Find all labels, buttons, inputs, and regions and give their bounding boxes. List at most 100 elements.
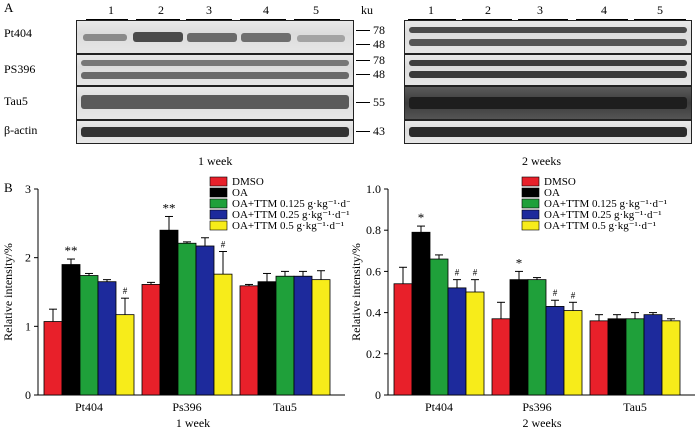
panel-b-letter: B: [4, 180, 13, 195]
bar: [661, 320, 681, 396]
bar: [311, 279, 331, 396]
x-tick-label: Pt404: [425, 400, 453, 414]
ku-label: ku: [361, 3, 373, 17]
legend-swatch: [209, 176, 228, 187]
legend-label: OA+TTM 0.5 g·kg⁻¹·d⁻¹: [232, 220, 344, 232]
legend-swatch: [521, 198, 540, 209]
bar-chart-1week: 0 1 2 3 Relative intensity/% Pt404 Ps396 Tau5 **…: [1, 176, 350, 430]
bar: [141, 284, 161, 396]
y-tick-label: 2: [25, 251, 31, 265]
legend-swatch: [521, 209, 540, 220]
significance-mark: #: [571, 290, 576, 300]
bar: [465, 291, 485, 396]
left-lane-number: 5: [313, 3, 319, 17]
y-tick-label: 1.0: [366, 182, 381, 196]
marker-55: 55: [373, 95, 385, 109]
bar: [527, 279, 547, 396]
bar: [293, 275, 313, 396]
x-axis-label: 2 weeks: [523, 416, 562, 430]
row-label-pt404: Pt404: [4, 26, 33, 40]
bar: [625, 318, 645, 396]
lane-underline: [294, 19, 340, 20]
right-lane-number: 5: [657, 3, 663, 17]
bar: [563, 310, 583, 396]
x-tick-label: Pt404: [75, 400, 103, 414]
significance-mark: **: [163, 200, 176, 215]
left-lane-number: 3: [206, 3, 212, 17]
bar: [545, 306, 565, 396]
bar: [643, 314, 663, 396]
marker-tick: [356, 131, 370, 132]
x-axis-label: 1 week: [176, 416, 210, 430]
blot-actin-1week: [76, 120, 354, 144]
marker-48: 48: [373, 37, 385, 51]
marker-78: 78: [373, 23, 385, 37]
bar: [61, 264, 81, 396]
bar: [97, 281, 117, 396]
bar: [429, 258, 449, 396]
marker-tick: [356, 60, 370, 61]
row-label-ps396: PS396: [4, 62, 36, 76]
significance-mark: *: [516, 255, 523, 270]
legend-label: DMSO: [544, 176, 576, 188]
bar: [43, 321, 63, 396]
significance-mark: #: [473, 268, 478, 278]
row-label-tau5: Tau5: [4, 94, 28, 108]
legend-swatch: [521, 187, 540, 198]
legend-label: OA+TTM 0.5 g·kg⁻¹·d⁻¹: [544, 220, 656, 232]
y-tick-label: 1: [25, 319, 31, 333]
bar: [607, 318, 627, 396]
bar: [115, 314, 135, 396]
significance-mark: #: [553, 288, 558, 298]
left-lane-number: 2: [158, 3, 164, 17]
bar: [177, 242, 197, 396]
right-lane-number: 1: [428, 3, 434, 17]
y-tick-label: 0.2: [366, 347, 381, 361]
legend-label: OA+TTM 0.125 g·kg⁻¹·d⁻¹: [232, 198, 350, 210]
lane-underline: [186, 19, 232, 20]
marker-tick: [356, 74, 370, 75]
blot-caption-2weeks: 2 weeks: [522, 154, 561, 168]
blot-caption-1week: 1 week: [198, 154, 233, 168]
y-tick-label: 0.8: [366, 223, 381, 237]
legend-swatch: [209, 209, 228, 220]
lane-underline: [634, 19, 686, 20]
lane-underline: [462, 19, 512, 20]
bar: [447, 287, 467, 396]
bar-chart-2weeks: 0 0.2 0.4 0.6 0.8 1.0 Relative intensity/% Pt40…: [350, 176, 695, 430]
bar: [195, 245, 215, 396]
marker-tick: [356, 44, 370, 45]
y-tick-label: 0: [375, 388, 381, 402]
lane-underline: [86, 19, 128, 20]
legend-label: OA: [544, 187, 560, 199]
legend-swatch: [209, 198, 228, 209]
bar: [509, 279, 529, 396]
blot-tau5-1week: [76, 86, 354, 120]
bar: [239, 285, 259, 396]
x-tick-label: Ps396: [172, 400, 201, 414]
legend-label: OA+TTM 0.25 g·kg⁻¹·d⁻¹: [544, 209, 662, 221]
legend-swatch: [209, 187, 228, 198]
legend-label: DMSO: [232, 176, 264, 188]
significance-mark: *: [418, 210, 425, 225]
lane-underline: [240, 19, 286, 20]
marker-43: 43: [373, 124, 385, 138]
legend-label: OA: [232, 187, 248, 199]
bar: [213, 273, 233, 396]
y-tick-label: 0.4: [366, 306, 381, 320]
blot-pt404-1week: [76, 20, 354, 54]
panel-a-letter: A: [4, 0, 14, 15]
marker-tick: [356, 30, 370, 31]
blot-ps396-2weeks: [404, 54, 692, 86]
y-axis-label: Relative intensity/%: [350, 243, 363, 341]
left-lane-number: 4: [263, 3, 269, 17]
right-lane-number: 4: [601, 3, 607, 17]
x-tick-label: Ps396: [522, 400, 551, 414]
y-tick-label: 0: [25, 388, 31, 402]
row-label-beta-actin: β-actin: [4, 123, 38, 137]
bar: [275, 275, 295, 396]
legend-swatch: [521, 176, 540, 187]
legend-swatch: [521, 220, 540, 231]
y-tick-label: 3: [25, 182, 31, 196]
